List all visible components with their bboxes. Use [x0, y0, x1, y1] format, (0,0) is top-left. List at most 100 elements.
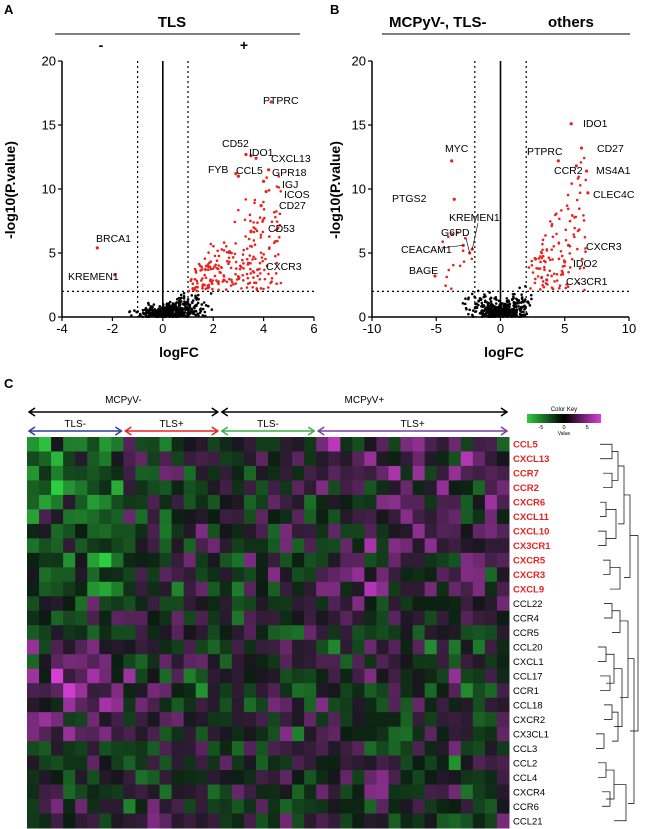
heatmap-cell	[207, 697, 221, 713]
heatmap-cell	[171, 668, 185, 684]
heatmap-cell	[243, 697, 257, 713]
data-point	[227, 256, 231, 260]
heatmap-cell	[400, 437, 414, 452]
heatmap-cell	[111, 552, 124, 568]
heatmap-cell	[292, 465, 305, 481]
heatmap-cell	[364, 581, 377, 597]
heatmap-cell	[39, 668, 52, 684]
heatmap-cell	[364, 697, 377, 713]
heatmap-cell	[292, 494, 305, 510]
heatmap-cell	[412, 581, 426, 597]
heatmap-cell	[39, 480, 52, 496]
data-point	[184, 301, 188, 305]
heatmap-cell	[400, 741, 414, 757]
data-point	[529, 287, 532, 290]
heatmap-cell	[51, 654, 64, 670]
data-point	[252, 230, 256, 234]
heatmap-cell	[27, 755, 40, 771]
data-point	[175, 297, 179, 301]
x-tick-label: 0	[497, 321, 504, 336]
heatmap-cell	[412, 784, 426, 800]
heatmap-cell	[328, 567, 341, 583]
heatmap-cell	[255, 552, 269, 568]
heatmap-cell	[496, 639, 510, 655]
heatmap-cell	[448, 784, 462, 800]
heatmap-cell	[75, 538, 88, 554]
data-point	[450, 287, 453, 290]
heatmap-cell	[207, 625, 221, 641]
data-point	[524, 306, 527, 310]
data-point	[542, 285, 546, 289]
data-point	[470, 257, 474, 261]
data-point	[568, 219, 572, 223]
heatmap-cell	[159, 683, 173, 699]
heatmap-cell	[280, 610, 293, 626]
labeled-point	[574, 164, 578, 168]
labeled-point	[586, 191, 590, 195]
heatmap-cell	[231, 451, 245, 467]
data-point	[174, 302, 178, 305]
panel-b-ylabel: -log10(P.value)	[327, 141, 343, 239]
heatmap-cell	[484, 523, 498, 539]
heatmap-cell	[207, 683, 221, 699]
data-point	[190, 294, 194, 297]
heatmap-cell	[448, 567, 462, 583]
heatmap-cell	[496, 697, 510, 713]
data-point	[477, 299, 480, 303]
heatmap-cell	[436, 639, 450, 655]
data-point	[195, 298, 198, 301]
heatmap-cell	[436, 770, 450, 786]
heatmap-cell	[364, 784, 377, 800]
heatmap-cell	[424, 596, 438, 612]
data-point	[203, 314, 207, 318]
data-point	[580, 257, 584, 261]
heatmap-cell	[147, 813, 161, 829]
heatmap-cell	[123, 813, 136, 829]
heatmap-cell	[364, 523, 377, 539]
heatmap-cell	[448, 509, 462, 525]
heatmap-cell	[63, 755, 76, 771]
heatmap-cell	[280, 465, 293, 481]
heatmap-cell	[364, 480, 377, 496]
heatmap-cell	[123, 451, 136, 467]
dendrogram-branch	[620, 620, 629, 699]
heatmap-cell	[159, 451, 173, 467]
heatmap-cell	[364, 654, 377, 670]
dendrogram-branch	[612, 610, 621, 633]
heatmap-cell	[448, 451, 462, 467]
heatmap-cell	[472, 538, 486, 554]
data-point	[270, 280, 273, 283]
point-label: IDO2	[573, 258, 598, 270]
heatmap-cell	[135, 784, 148, 800]
x-tick-label: -5	[430, 321, 442, 336]
heatmap-cell	[412, 538, 426, 554]
data-point	[539, 288, 542, 291]
data-point	[258, 277, 262, 281]
row-label: CCR5	[513, 628, 539, 639]
data-point	[199, 279, 203, 282]
heatmap-cell	[183, 465, 197, 481]
heatmap-cell	[75, 741, 88, 757]
heatmap-cell	[135, 480, 148, 496]
heatmap-cell	[316, 538, 329, 554]
data-point	[259, 287, 263, 290]
heatmap-cell	[424, 683, 438, 699]
data-point	[576, 177, 580, 180]
heatmap-cell	[231, 813, 245, 829]
heatmap-cell	[316, 451, 329, 467]
tls-group-label: TLS-	[257, 419, 279, 430]
heatmap-cell	[376, 494, 389, 510]
data-point	[584, 178, 588, 182]
heatmap-cell	[328, 813, 341, 829]
data-point	[246, 276, 250, 280]
data-point	[193, 277, 197, 281]
heatmap-cell	[412, 625, 426, 641]
panel-a: A TLS - + -4 -2 0 2 4 605101520PTPRCCD52IDO1C…	[2, 2, 318, 360]
heatmap-cell	[135, 465, 148, 481]
heatmap-cell	[316, 712, 329, 728]
point-label: CEACAM1	[401, 244, 452, 256]
tls-group-label: TLS+	[401, 419, 425, 430]
heatmap-cell	[135, 668, 148, 684]
heatmap-cell	[484, 581, 498, 597]
heatmap-cell	[436, 465, 450, 481]
